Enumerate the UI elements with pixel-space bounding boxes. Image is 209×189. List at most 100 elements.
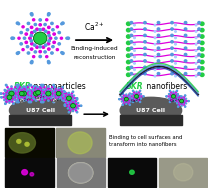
Circle shape [37, 93, 38, 94]
Circle shape [60, 37, 62, 39]
Circle shape [7, 97, 9, 98]
Circle shape [5, 103, 6, 104]
Circle shape [172, 98, 173, 99]
Circle shape [19, 91, 24, 96]
Circle shape [72, 104, 73, 105]
Circle shape [56, 95, 58, 97]
Circle shape [23, 92, 25, 93]
Circle shape [127, 99, 128, 100]
Circle shape [53, 95, 54, 97]
Circle shape [8, 94, 9, 96]
Circle shape [123, 99, 124, 100]
Circle shape [3, 97, 4, 98]
Circle shape [66, 93, 68, 94]
Circle shape [198, 53, 200, 56]
Circle shape [40, 91, 41, 92]
Circle shape [130, 96, 131, 97]
Circle shape [31, 90, 32, 92]
Circle shape [22, 94, 23, 95]
Circle shape [120, 99, 121, 100]
Circle shape [53, 33, 55, 35]
Circle shape [121, 96, 122, 97]
Circle shape [129, 96, 130, 97]
Circle shape [131, 99, 132, 100]
Circle shape [35, 94, 37, 96]
Circle shape [72, 104, 74, 105]
Circle shape [22, 26, 24, 28]
Circle shape [24, 93, 25, 94]
Circle shape [11, 93, 12, 94]
Circle shape [68, 99, 70, 100]
Circle shape [40, 93, 41, 94]
Circle shape [75, 104, 76, 105]
Circle shape [35, 98, 37, 99]
Circle shape [195, 50, 197, 51]
Circle shape [1, 97, 2, 98]
Circle shape [137, 95, 138, 96]
Circle shape [31, 87, 33, 88]
Text: reconstruction: reconstruction [73, 55, 116, 60]
Circle shape [39, 50, 41, 53]
Circle shape [24, 88, 25, 89]
Circle shape [37, 91, 38, 93]
Circle shape [16, 101, 18, 103]
Circle shape [17, 97, 18, 98]
Circle shape [58, 97, 59, 98]
Circle shape [198, 66, 200, 68]
Circle shape [133, 90, 134, 91]
Circle shape [26, 46, 29, 48]
Circle shape [56, 93, 57, 94]
Circle shape [23, 90, 24, 91]
Circle shape [174, 96, 175, 97]
Circle shape [154, 56, 156, 58]
Circle shape [43, 101, 44, 102]
Circle shape [55, 98, 56, 99]
Circle shape [23, 91, 24, 92]
Circle shape [47, 43, 50, 45]
Circle shape [69, 110, 70, 111]
Circle shape [32, 95, 34, 96]
Circle shape [173, 95, 175, 96]
Circle shape [12, 102, 13, 103]
Bar [5, 158, 54, 187]
Circle shape [41, 97, 42, 98]
Circle shape [42, 96, 43, 98]
Circle shape [122, 97, 124, 98]
Circle shape [70, 104, 71, 105]
Ellipse shape [120, 97, 182, 124]
Circle shape [45, 92, 46, 93]
Circle shape [28, 85, 29, 86]
Circle shape [124, 96, 125, 97]
Circle shape [3, 93, 4, 94]
Circle shape [6, 93, 8, 94]
Circle shape [5, 84, 7, 86]
Circle shape [176, 100, 177, 101]
Bar [57, 158, 105, 187]
Circle shape [71, 99, 72, 100]
Circle shape [169, 96, 170, 97]
Circle shape [26, 93, 27, 94]
Circle shape [38, 94, 39, 96]
Circle shape [125, 99, 126, 100]
Circle shape [15, 93, 16, 94]
Circle shape [31, 95, 32, 97]
Circle shape [8, 96, 9, 97]
Circle shape [30, 84, 32, 86]
Circle shape [5, 91, 6, 92]
Circle shape [184, 53, 187, 56]
Circle shape [65, 103, 66, 104]
Circle shape [11, 86, 12, 87]
Circle shape [16, 52, 19, 54]
Circle shape [133, 101, 134, 102]
Circle shape [6, 101, 7, 102]
Circle shape [154, 63, 156, 64]
Circle shape [8, 91, 9, 93]
Circle shape [72, 101, 74, 102]
Circle shape [72, 106, 74, 107]
Circle shape [13, 93, 14, 94]
Circle shape [174, 94, 175, 95]
Circle shape [24, 98, 25, 99]
Circle shape [43, 34, 45, 37]
Circle shape [12, 94, 13, 96]
Circle shape [57, 92, 58, 94]
